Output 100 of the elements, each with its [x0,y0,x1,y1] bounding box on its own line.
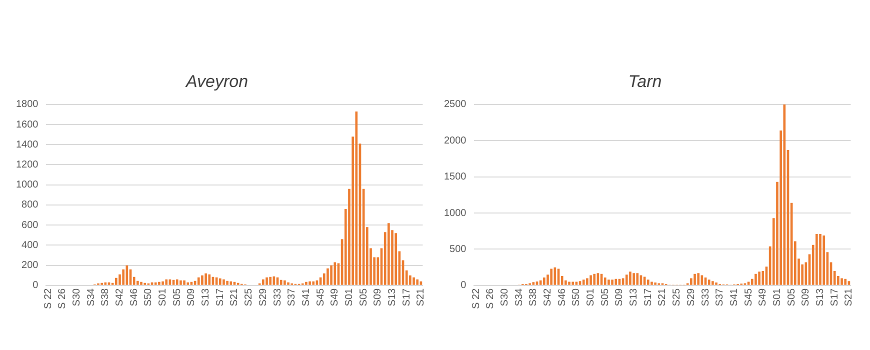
bar [822,235,826,285]
x-tick-label: S13 [815,288,826,306]
x-tick-label: S05 [600,288,611,306]
x-tick-label: S41 [728,288,740,306]
bar [230,281,232,285]
bar [840,278,843,285]
bar [604,277,606,285]
x-tick-label: S33 [700,288,712,306]
bar [564,280,567,285]
bar [218,278,222,285]
bar [355,111,358,285]
chart-title: Aveyron [184,72,248,91]
bar [632,273,635,285]
x-tick-label: S09 [372,288,384,306]
x-tick-label: S09 [186,288,198,306]
x-tick-label: S45 [743,288,754,306]
chart-title: Tarn [628,72,662,91]
x-tick-label: S 26 [57,288,68,310]
bar [582,280,585,285]
bar [266,277,268,285]
y-tick-label: 1600 [16,119,39,130]
x-tick-label: S37 [714,288,726,306]
bar [844,278,847,285]
x-tick-label: S29 [686,288,697,306]
bar [629,272,632,285]
y-tick-label: 1000 [16,180,39,191]
bar [712,281,714,285]
bar [593,274,596,285]
bar [197,277,200,285]
bar [262,279,264,285]
y-tick-label: 1400 [16,139,39,150]
bar [572,282,574,285]
x-tick-label: S34 [514,288,525,306]
bar [550,268,553,285]
bar [412,277,415,285]
x-tick-label: S09 [800,288,812,306]
x-tick-label: S13 [387,288,398,306]
x-tick-label: S25 [244,288,255,306]
bar [625,274,628,285]
y-tick-label: 600 [22,220,39,231]
bar [697,273,700,285]
bar [222,279,225,285]
y-tick-label: 400 [22,240,39,251]
bar [183,280,186,285]
x-tick-label: S 22 [470,288,482,310]
x-tick-label: S17 [642,288,654,306]
y-tick-label: 2500 [444,99,467,110]
x-tick-label: S33 [272,288,284,306]
bar [816,234,818,285]
x-tick-label: S41 [300,288,312,306]
bar [284,280,286,285]
bar [186,282,190,285]
bar [590,275,592,285]
x-tick-label: S38 [528,288,540,306]
bar [568,282,570,285]
x-tick-label: S25 [672,288,683,306]
x-tick-label: S01 [772,288,783,306]
x-tick-label: S01 [158,288,169,306]
y-tick-label: 200 [22,260,39,272]
x-tick-label: S09 [614,288,626,306]
x-tick-label: S50 [143,288,154,306]
y-tick-label: 2000 [444,135,467,146]
bar [104,282,107,285]
bar [708,280,710,285]
bar [586,278,588,285]
bar [614,278,618,285]
bar [269,276,272,285]
x-tick-label: S17 [401,288,412,306]
x-tick-label: S13 [200,288,212,306]
bar [158,282,160,285]
bar [754,274,757,285]
bar [543,277,546,285]
x-tick-label: S46 [128,288,140,306]
x-tick-label: S42 [542,288,554,306]
x-tick-label: S05 [358,288,370,306]
bar [115,278,118,285]
x-tick-label: S17 [214,288,226,306]
x-tick-label: S 26 [485,288,496,310]
x-tick-label: S37 [286,288,298,306]
bar [204,273,207,285]
x-tick-label: S45 [315,288,326,306]
x-tick-label: S30 [499,288,510,306]
x-tick-label: S05 [172,288,183,306]
y-tick-label: 1000 [444,208,467,219]
bar [208,274,211,285]
x-tick-label: S21 [657,288,668,306]
bar [136,280,139,285]
x-tick-label: S21 [844,288,855,306]
x-tick-label: S05 [786,288,798,306]
bar [122,269,125,285]
bar [690,278,692,285]
bar [287,282,290,285]
bar [819,234,822,285]
y-tick-label: 800 [22,200,39,211]
bar [176,279,178,285]
bar [611,280,614,285]
x-tick-label: S50 [571,288,582,306]
y-tick-label: 1200 [16,159,39,170]
x-tick-label: S34 [86,288,97,306]
bar [416,279,419,285]
